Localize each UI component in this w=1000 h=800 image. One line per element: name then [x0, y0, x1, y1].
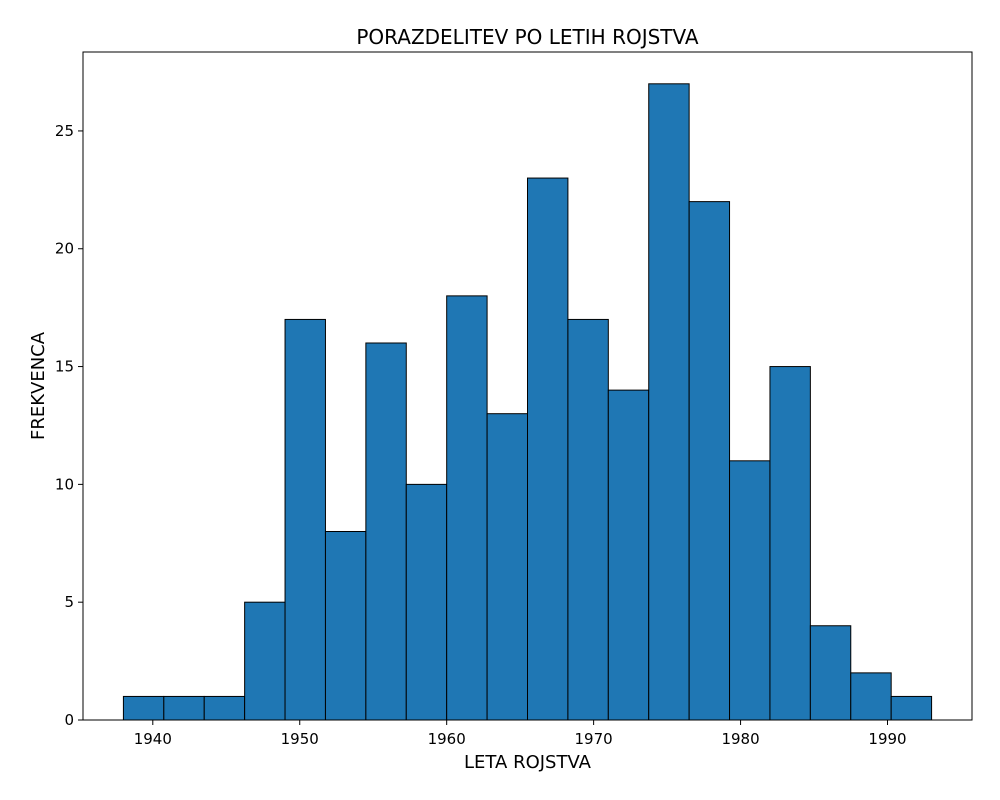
- x-axis-ticks: 1940 1950 1960 1970 1980 1990: [134, 720, 907, 748]
- histogram-bar: [809, 625, 852, 721]
- histogram-bar: [527, 177, 569, 721]
- histogram-bar: [122, 695, 165, 721]
- histogram-bar: [446, 295, 488, 721]
- x-tick-label: 1950: [281, 730, 319, 748]
- histogram-bar: [163, 695, 205, 721]
- y-tick-label: 10: [55, 475, 74, 493]
- x-tick-label: 1940: [134, 730, 172, 748]
- histogram-bar: [365, 342, 407, 721]
- x-axis-label: LETA ROJSTVA: [464, 752, 592, 773]
- chart-title: PORAZDELITEV PO LETIH ROJSTVA: [356, 25, 699, 49]
- histogram-bar: [203, 695, 246, 721]
- histogram-bar: [284, 318, 326, 721]
- y-tick-label: 20: [55, 240, 74, 258]
- y-axis-label: FREKVENCA: [28, 331, 49, 440]
- histogram-bar: [729, 460, 771, 721]
- histogram-bar: [890, 695, 933, 721]
- histogram-bar: [244, 601, 286, 721]
- x-tick-label: 1990: [868, 730, 906, 748]
- histogram-bar: [769, 366, 811, 721]
- histogram-bar: [648, 83, 690, 721]
- bars-group: [122, 83, 933, 721]
- plot-frame: [82, 51, 973, 721]
- histogram-bar: [405, 483, 448, 721]
- y-tick-label: 25: [55, 122, 74, 140]
- histogram-bar: [486, 413, 529, 721]
- y-axis-ticks: 0 5 10 15 20 25: [55, 122, 83, 729]
- y-tick-label: 5: [64, 593, 74, 611]
- histogram-bar: [607, 389, 650, 721]
- histogram-bar: [567, 318, 609, 721]
- histogram-bar: [688, 201, 731, 721]
- x-tick-label: 1980: [721, 730, 759, 748]
- histogram-bar: [850, 672, 892, 721]
- histogram-bar: [324, 530, 367, 721]
- x-tick-label: 1960: [428, 730, 466, 748]
- y-tick-label: 15: [55, 358, 74, 376]
- x-tick-label: 1970: [575, 730, 613, 748]
- y-tick-label: 0: [64, 711, 74, 729]
